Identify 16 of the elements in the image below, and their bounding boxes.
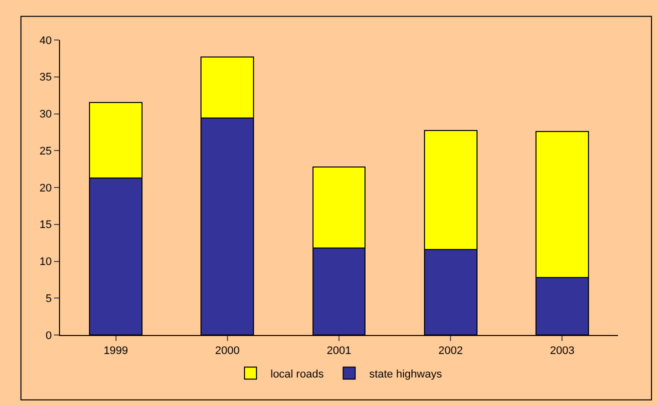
y-tick-label: 40	[40, 34, 52, 47]
legend-label: local roads	[270, 368, 324, 380]
x-tick-label: 1999	[104, 345, 128, 358]
y-tick-label: 35	[40, 72, 52, 84]
y-tick-label: 25	[40, 145, 52, 158]
x-tick-label: 2002	[438, 345, 463, 358]
x-tick-label: 2003	[550, 345, 574, 358]
legend-label: state highways	[369, 368, 442, 380]
y-tick-label: 5	[46, 292, 52, 305]
x-tick-label: 2001	[326, 345, 352, 358]
y-tick-label: 0	[46, 330, 52, 342]
x-tick-label: 2000	[215, 345, 240, 358]
y-tick-label: 30	[40, 108, 52, 121]
y-tick-label: 10	[40, 256, 52, 268]
y-tick-label: 15	[40, 219, 52, 232]
y-tick-label: 20	[40, 182, 52, 194]
